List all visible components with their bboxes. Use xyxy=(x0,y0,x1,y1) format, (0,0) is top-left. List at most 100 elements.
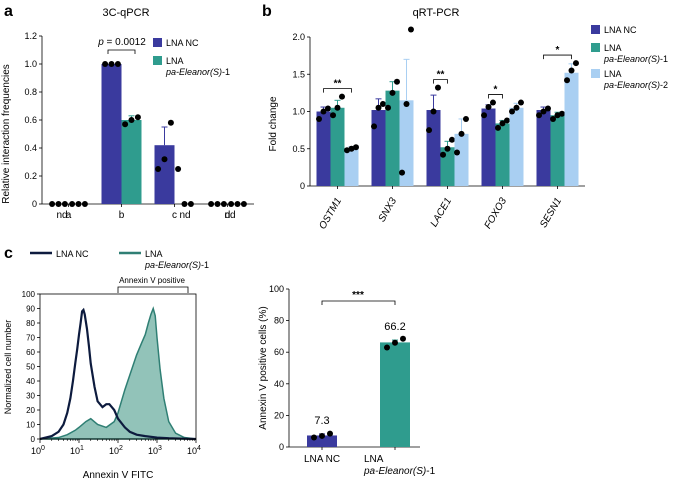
panel-b-data-point xyxy=(564,77,571,84)
panel-b-data-point xyxy=(454,149,461,156)
panel-b-data-point xyxy=(462,115,469,122)
panel-b-sig-label: * xyxy=(556,45,560,56)
panel-a-data-point xyxy=(102,61,109,67)
panel-b-data-point xyxy=(440,151,447,158)
panel-a-data-point xyxy=(75,201,82,207)
panel-c-flow: c LNA NC LNA pa-Eleanor(S)-1 Normalized c… xyxy=(3,245,209,481)
panel-b-sig-bracket xyxy=(488,94,503,99)
panel-c-flow-y-tick-label: 50 xyxy=(26,363,35,372)
panel-c-bar-bar xyxy=(307,435,337,447)
panel-b-sig-bracket xyxy=(543,54,572,60)
panel-c-flow-xlabel: Annexin V FITC xyxy=(83,470,154,481)
panel-a-data-point xyxy=(134,114,141,121)
panel-a-data-point xyxy=(61,201,68,207)
panel-b-letter: b xyxy=(262,3,272,20)
panel-b-title: qRT-PCR xyxy=(413,7,460,19)
panel-a-data-point xyxy=(55,201,62,207)
panel-a-nd-c: nd xyxy=(179,210,190,221)
panel-b-bar xyxy=(564,72,579,186)
panel-c-bar-ylabel: Annexin V positive cells (%) xyxy=(258,306,269,429)
panel-a-data-point xyxy=(208,201,215,207)
panel-b-bar xyxy=(316,111,331,186)
panel-c-bar: Annexin V positive cells (%) 0 20 40 60 80 10… xyxy=(258,284,436,477)
panel-a-bar xyxy=(101,64,122,204)
panel-c-bar-data-point xyxy=(384,344,390,351)
panel-a-x-tick-label: d xyxy=(225,210,231,221)
panel-a-title: 3C-qPCR xyxy=(102,7,149,19)
panel-b-bars xyxy=(310,26,585,189)
panel-c-flow-y-tick-label: 100 xyxy=(22,290,36,299)
panel-b-data-point xyxy=(407,26,414,33)
panel-a-data-point xyxy=(155,166,162,172)
panel-c-gate-label: Annexin V positive xyxy=(119,276,185,285)
panel-c-bar-sig-bracket xyxy=(321,300,396,305)
panel-b-y-tick-label: 2.0 xyxy=(292,32,305,42)
panel-c-bar-xlabel-nc: LNA NC xyxy=(304,454,340,465)
panel-c-flow-x-tick-label: 103 xyxy=(148,445,162,456)
panel-a-legend-swatch-s1 xyxy=(153,56,162,65)
panel-c-flow-x-tick-label: 102 xyxy=(109,445,123,456)
panel-b-data-point xyxy=(448,136,455,143)
panel-b-bar xyxy=(495,123,510,186)
panel-c-flow-y-tick-label: 60 xyxy=(26,348,35,357)
panel-b-data-point xyxy=(444,145,451,152)
panel-a-x-tick-label: c xyxy=(172,210,177,221)
panel-b-sig-label: * xyxy=(494,85,498,96)
panel-a-y-tick-label: 1.2 xyxy=(24,31,37,41)
panel-c-flow-ylabel: Normalized cell number xyxy=(3,320,13,415)
panel-b-data-point xyxy=(426,127,433,134)
panel-a-bar xyxy=(154,145,175,204)
panel-b-data-point xyxy=(399,169,406,176)
panel-a-x-tick-label: b xyxy=(119,210,125,221)
panel-a-legend-swatch-nc xyxy=(153,38,162,47)
panel-b-data-point xyxy=(458,130,465,137)
panel-c-legend-s1: LNA pa-Eleanor(S)-1 xyxy=(144,249,209,270)
panel-b-sig-label: ** xyxy=(437,70,445,81)
panel-a-data-point xyxy=(234,201,241,207)
panel-a-data-point xyxy=(49,201,56,207)
panel-c-bar-bar xyxy=(380,342,410,447)
panel-b-ylabel: Fold change xyxy=(268,96,279,151)
panel-a-legend-nc: LNA NC xyxy=(166,38,199,48)
panel-b-data-point xyxy=(430,108,437,115)
panel-b-legend-swatch-nc xyxy=(591,25,600,34)
panel-b-data-point xyxy=(389,89,396,96)
panel-b-y-axis: 0 0.5 1.0 1.5 2.0 xyxy=(292,32,311,191)
panel-b-bar xyxy=(536,110,551,186)
panel-a-x-labels: a b c d xyxy=(66,210,231,221)
panel-a-data-point xyxy=(220,201,227,207)
panel-b-data-point xyxy=(495,124,502,131)
panel-c-flow-plot xyxy=(39,306,197,441)
panel-c-flow-x-tick-label: 104 xyxy=(187,445,201,456)
panel-c-bar-data-point xyxy=(311,434,317,441)
panel-a-data-point xyxy=(167,119,174,126)
panel-c-flow-y-tick-label: 80 xyxy=(26,319,35,328)
panel-b-x-tick-label: SESN1 xyxy=(538,196,564,230)
panel-b-data-point xyxy=(403,101,410,108)
panel-a-letter: a xyxy=(4,3,13,20)
panel-a-nd-d: nd xyxy=(224,210,235,221)
panel-b-x-tick-label: SNX3 xyxy=(377,196,400,225)
panel-b-y-tick-label: 1.0 xyxy=(292,107,305,117)
panel-a-y-tick-label: 0 xyxy=(32,199,37,209)
panel-b-y-tick-label: 0.5 xyxy=(292,144,305,154)
panel-c-bar-y-tick-label: 0 xyxy=(279,442,284,452)
panel-b-data-point xyxy=(485,104,492,111)
panel-b-bar xyxy=(399,100,414,186)
panel-b-bar xyxy=(385,90,400,186)
panel-c-flow-y-tick-label: 30 xyxy=(26,392,35,401)
panel-a-data-point xyxy=(122,121,129,128)
panel-b-data-point xyxy=(316,115,323,122)
panel-b-data-point xyxy=(334,104,341,111)
panel-a-data-point xyxy=(114,61,121,67)
panel-b-sig-label: ** xyxy=(334,79,342,90)
panel-b-data-point xyxy=(499,120,506,127)
panel-c-flow-y-tick-label: 90 xyxy=(26,305,35,314)
panel-b-data-point xyxy=(544,105,551,112)
panel-b-bar xyxy=(371,110,386,186)
panel-b-legend-s1: LNA pa-Eleanor(S)-1 xyxy=(603,43,668,64)
panel-c-bar-data-point xyxy=(400,335,406,342)
panel-b-bar xyxy=(344,148,359,186)
panel-b-bar xyxy=(550,115,565,186)
